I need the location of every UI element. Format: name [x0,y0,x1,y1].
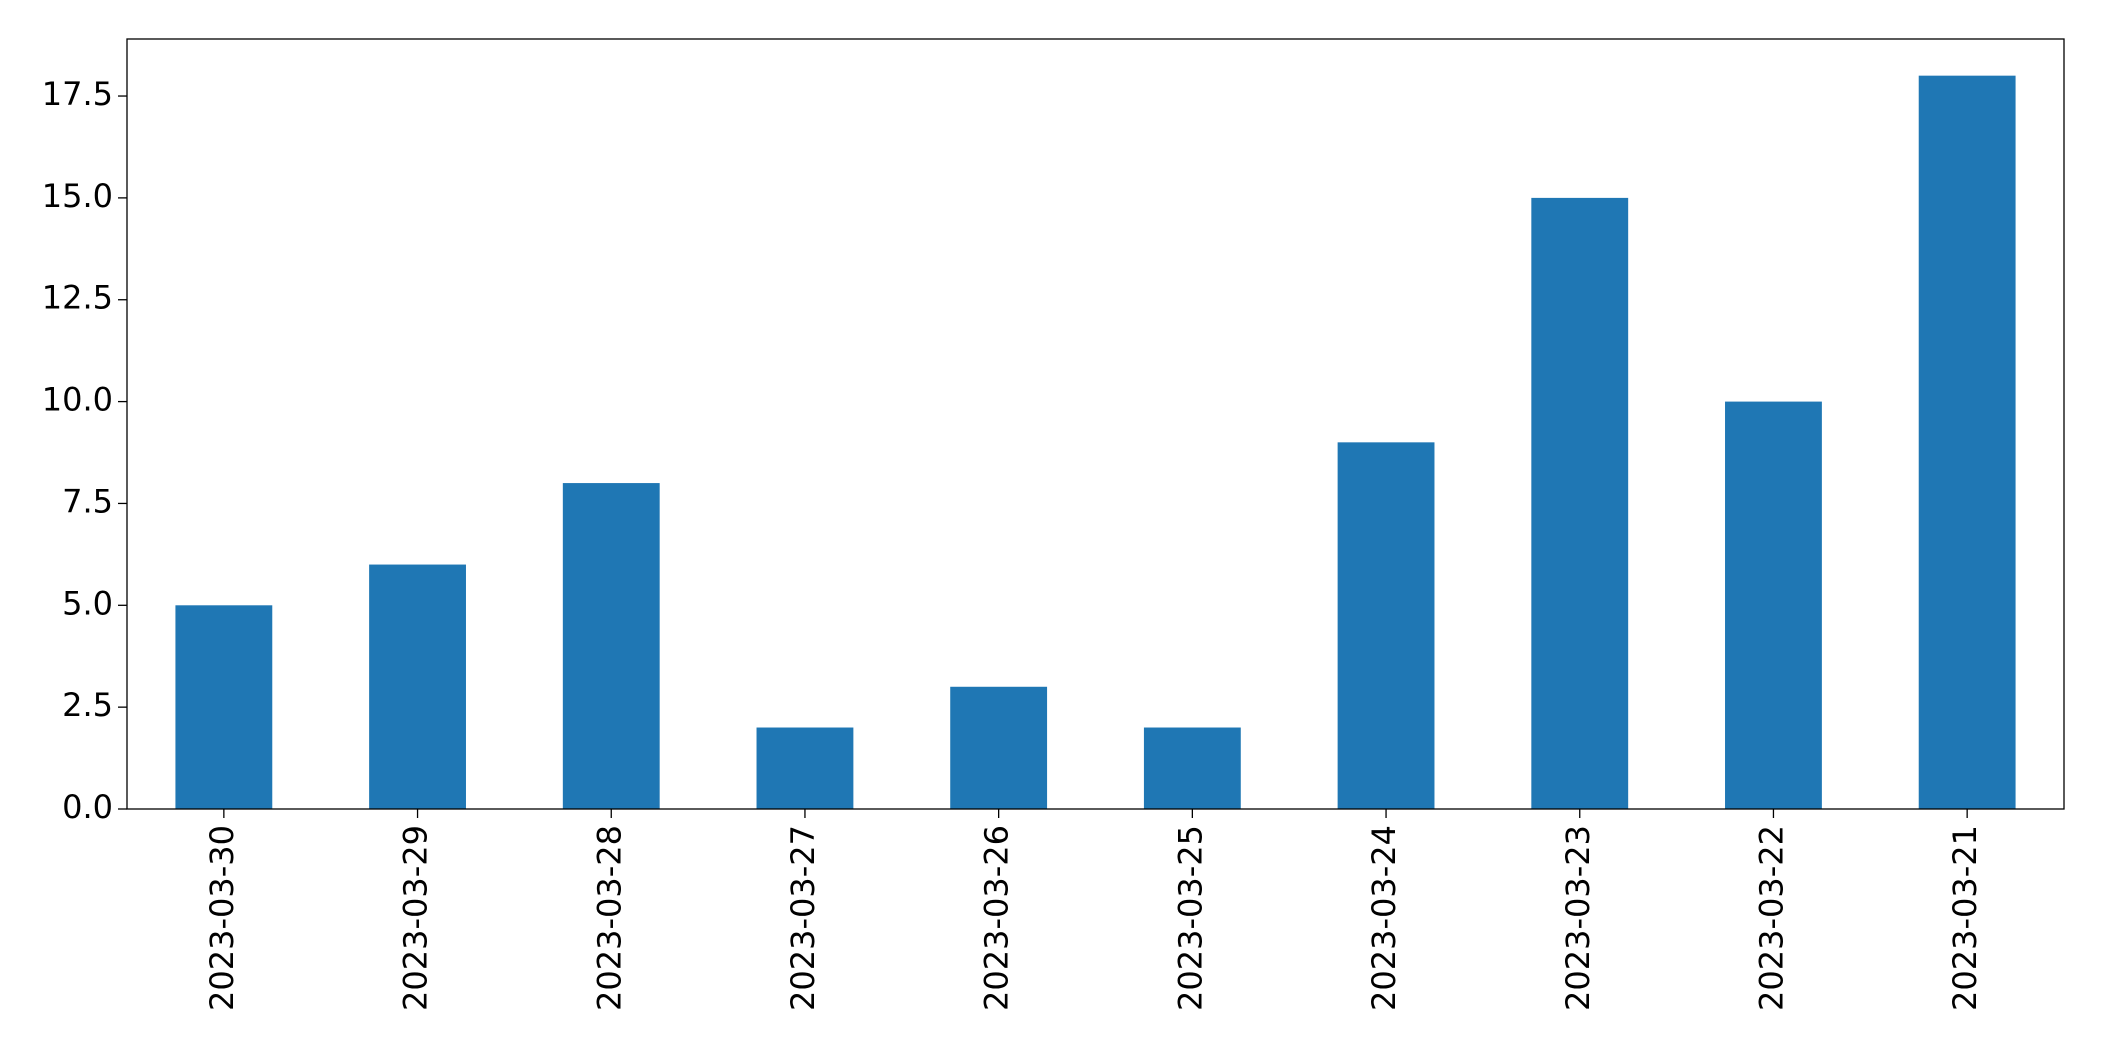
y-tick-label: 7.5 [62,482,113,520]
y-tick-label: 5.0 [62,584,113,622]
x-tick-label: 2023-03-27 [784,825,822,1011]
x-tick-label: 2023-03-22 [1752,825,1790,1011]
bar [1337,442,1435,809]
y-tick-label: 12.5 [42,279,113,317]
bar [1918,75,2016,809]
y-tick-label: 10.0 [42,381,113,419]
bar [1143,727,1241,809]
x-tick-label: 2023-03-29 [397,825,435,1011]
x-tick-label: 2023-03-30 [203,825,241,1011]
y-tick-label: 2.5 [62,686,113,724]
bar [562,483,660,809]
x-tick-label: 2023-03-25 [1171,825,1209,1011]
bar [369,564,466,809]
x-tick-label: 2023-03-21 [1946,825,1984,1011]
bar [950,686,1048,809]
bar [756,727,854,809]
y-tick-label: 0.0 [62,788,113,826]
x-tick-label: 2023-03-24 [1365,825,1403,1011]
x-tick-label: 2023-03-23 [1559,825,1597,1011]
bar [175,605,273,809]
plot-frame [126,38,2065,810]
x-tick-label: 2023-03-28 [590,825,628,1011]
y-tick-label: 17.5 [42,75,113,113]
y-tick-label: 15.0 [42,177,113,215]
bar [1725,401,1822,809]
x-tick-label: 2023-03-26 [978,825,1016,1011]
bar [1531,197,1629,809]
